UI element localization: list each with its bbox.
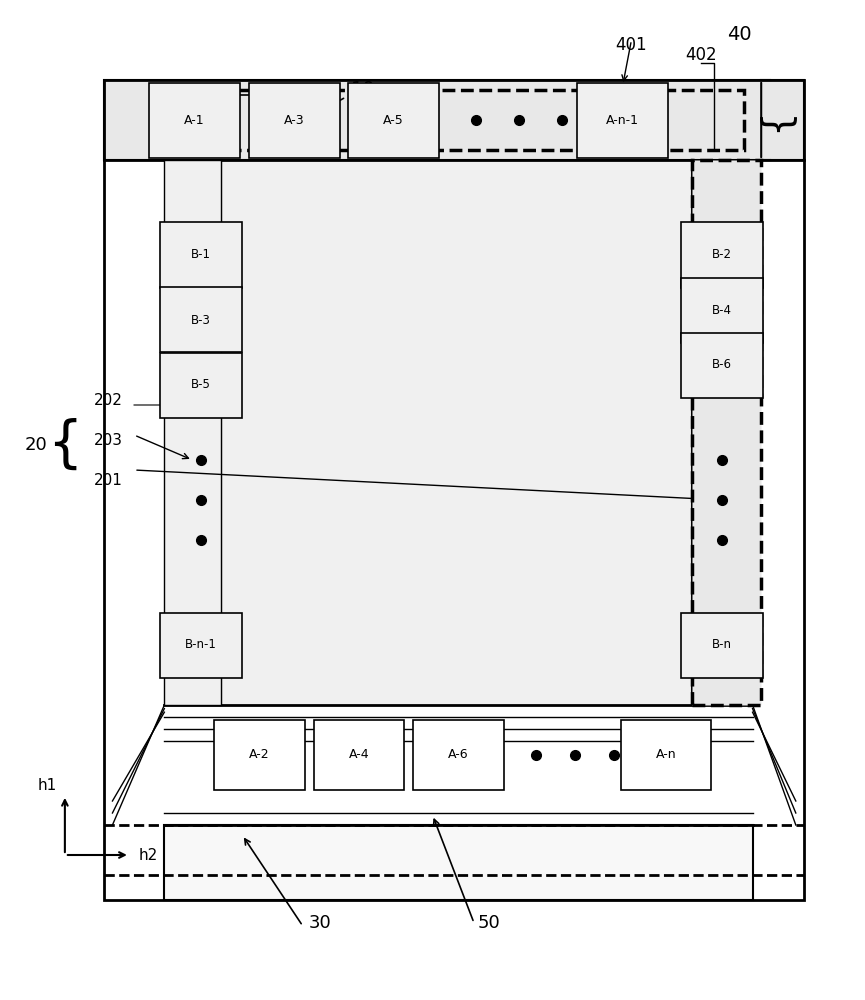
Text: B-5: B-5	[191, 378, 211, 391]
Text: {: {	[755, 108, 793, 132]
Text: 402: 402	[685, 46, 716, 64]
Text: 10: 10	[351, 80, 375, 99]
FancyBboxPatch shape	[314, 720, 405, 790]
Text: 401: 401	[616, 36, 647, 54]
Text: h1: h1	[38, 778, 57, 793]
Text: B-2: B-2	[712, 248, 733, 261]
Text: A-2: A-2	[249, 748, 270, 762]
Text: B-n: B-n	[712, 639, 733, 652]
Text: A-5: A-5	[383, 113, 404, 126]
FancyBboxPatch shape	[164, 160, 753, 705]
FancyBboxPatch shape	[682, 222, 763, 288]
FancyBboxPatch shape	[160, 612, 242, 678]
Text: 30: 30	[309, 914, 331, 932]
Text: A-3: A-3	[284, 113, 304, 126]
Text: B-n-1: B-n-1	[185, 639, 217, 652]
Text: 203: 203	[93, 433, 123, 448]
Text: A-n: A-n	[656, 748, 676, 762]
FancyBboxPatch shape	[621, 720, 711, 790]
FancyBboxPatch shape	[164, 160, 221, 705]
Text: A-6: A-6	[448, 748, 469, 762]
Text: 40: 40	[727, 25, 752, 44]
Text: B-6: B-6	[712, 359, 733, 371]
FancyBboxPatch shape	[160, 222, 242, 288]
FancyBboxPatch shape	[413, 720, 503, 790]
Text: B-3: B-3	[191, 314, 211, 326]
Text: A-1: A-1	[184, 113, 205, 126]
Text: 20: 20	[25, 436, 48, 454]
FancyBboxPatch shape	[578, 83, 669, 157]
FancyBboxPatch shape	[160, 353, 242, 418]
FancyBboxPatch shape	[104, 80, 804, 160]
Text: 201: 201	[93, 473, 122, 488]
FancyBboxPatch shape	[682, 278, 763, 342]
FancyBboxPatch shape	[692, 160, 761, 705]
Text: A-4: A-4	[349, 748, 369, 762]
FancyBboxPatch shape	[682, 332, 763, 397]
Text: A-n-1: A-n-1	[606, 113, 639, 126]
Text: B-1: B-1	[191, 248, 211, 261]
Text: 202: 202	[93, 393, 122, 408]
Text: 50: 50	[477, 914, 500, 932]
FancyBboxPatch shape	[249, 83, 340, 157]
FancyBboxPatch shape	[149, 83, 240, 157]
Text: {: {	[48, 418, 82, 472]
FancyBboxPatch shape	[164, 825, 753, 900]
FancyBboxPatch shape	[682, 612, 763, 678]
FancyBboxPatch shape	[348, 83, 439, 157]
FancyBboxPatch shape	[215, 720, 305, 790]
FancyBboxPatch shape	[160, 287, 242, 352]
Text: B-4: B-4	[712, 304, 733, 316]
Text: h2: h2	[138, 848, 157, 862]
